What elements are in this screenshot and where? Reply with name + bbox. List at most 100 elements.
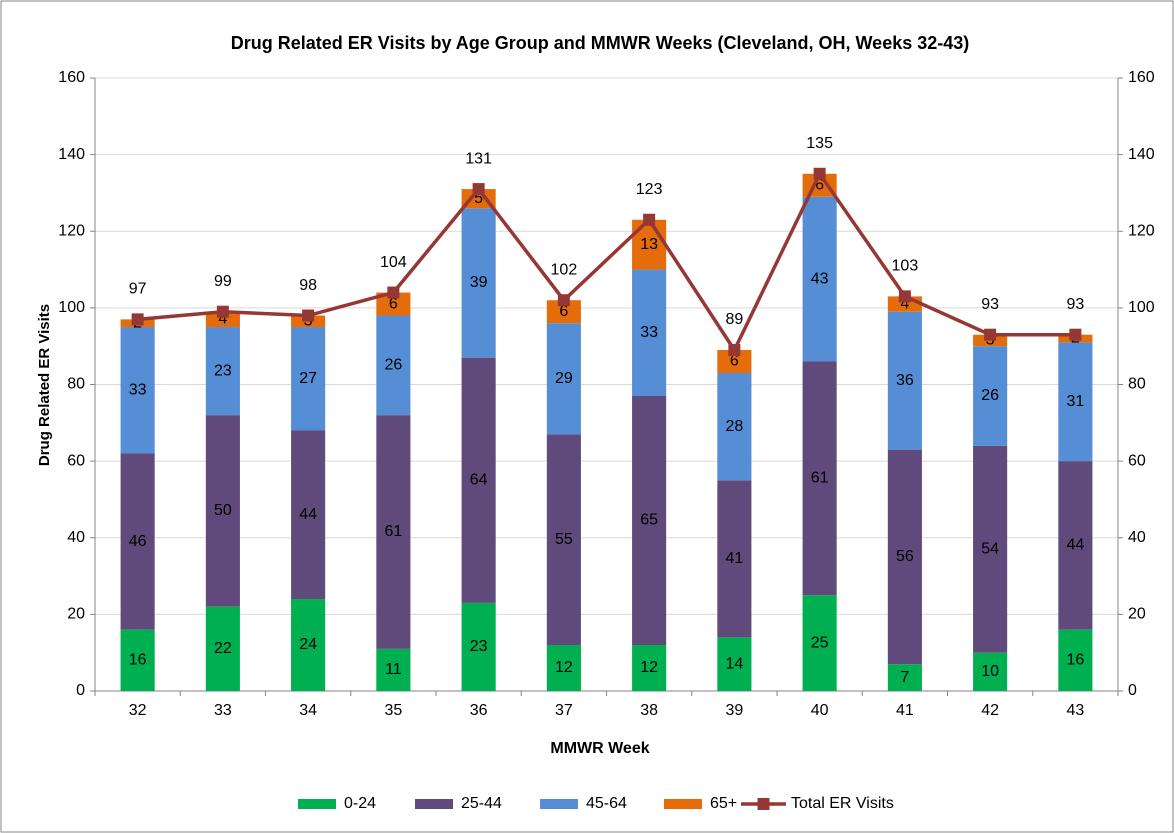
y2-tick-label: 160 xyxy=(1128,69,1155,86)
line-marker xyxy=(216,305,229,318)
bar-segment xyxy=(887,311,922,450)
bar-segment xyxy=(120,327,155,454)
bar-segment xyxy=(887,449,922,665)
data-label: 4 xyxy=(900,295,909,312)
legend-swatch xyxy=(298,799,336,809)
bar-segment xyxy=(291,327,326,431)
bar-segment xyxy=(632,269,667,396)
y-tick-label: 80 xyxy=(67,376,85,393)
bar-segment xyxy=(546,434,581,646)
line-marker xyxy=(984,328,997,341)
bar-segment xyxy=(973,346,1008,446)
legend-marker xyxy=(757,798,770,810)
bar-segment xyxy=(973,652,1008,691)
data-label: 12 xyxy=(555,659,573,676)
bar-segment xyxy=(461,357,496,603)
x-axis-label: MMWR Week xyxy=(550,740,649,757)
legend-label: 0-24 xyxy=(344,795,376,812)
legend-label: 45-64 xyxy=(586,795,627,812)
data-label: 64 xyxy=(470,472,488,489)
y-tick-label: 140 xyxy=(58,146,85,163)
x-tick-label: 41 xyxy=(896,702,914,719)
data-label: 98 xyxy=(299,277,317,294)
data-label: 61 xyxy=(811,470,829,487)
x-tick-label: 32 xyxy=(129,702,147,719)
bar-segment xyxy=(461,189,496,209)
bar-segment xyxy=(802,595,837,691)
bar-segment xyxy=(120,453,155,630)
chart-title: Drug Related ER Visits by Age Group and … xyxy=(231,33,970,53)
bar-segment xyxy=(546,300,581,324)
bar-segment xyxy=(376,292,411,316)
bar-segment xyxy=(1058,461,1093,630)
data-label: 33 xyxy=(640,324,658,341)
y2-tick-label: 80 xyxy=(1128,376,1146,393)
legend-label: Total ER Visits xyxy=(791,795,894,812)
data-label: 14 xyxy=(725,655,743,672)
data-label: 55 xyxy=(555,531,573,548)
bar-segment xyxy=(546,645,581,691)
y2-tick-label: 20 xyxy=(1128,606,1146,623)
y2-tick-label: 140 xyxy=(1128,146,1155,163)
data-label: 54 xyxy=(981,540,999,557)
data-label: 61 xyxy=(384,523,402,540)
bar-segment xyxy=(120,629,155,691)
data-label: 16 xyxy=(129,652,147,669)
line-marker xyxy=(1069,328,1082,341)
bar-segment xyxy=(205,311,240,328)
bar-segment xyxy=(461,208,496,358)
y-tick-label: 20 xyxy=(67,606,85,623)
data-label: 4 xyxy=(218,311,227,328)
data-label: 6 xyxy=(389,295,398,312)
data-label: 29 xyxy=(555,370,573,387)
bar-segment xyxy=(973,445,1008,653)
data-label: 41 xyxy=(725,550,743,567)
bar-segment xyxy=(376,315,411,416)
y-tick-label: 40 xyxy=(67,529,85,546)
data-label: 36 xyxy=(896,372,914,389)
line-series xyxy=(137,170,1076,354)
bar-segment xyxy=(887,664,922,691)
x-tick-label: 36 xyxy=(470,702,488,719)
legend-swatch xyxy=(415,799,453,809)
bar-segment xyxy=(205,415,240,607)
bar-segment xyxy=(546,323,581,435)
data-label: 102 xyxy=(551,261,578,278)
bar-segment xyxy=(632,219,667,270)
bar-segment xyxy=(461,602,496,691)
data-label: 11 xyxy=(385,661,402,678)
data-label: 33 xyxy=(129,381,147,398)
data-label: 50 xyxy=(214,502,232,519)
line-marker xyxy=(131,313,144,326)
y-tick-label: 0 xyxy=(76,682,85,699)
data-label: 6 xyxy=(730,353,739,370)
x-tick-label: 37 xyxy=(555,702,573,719)
data-label: 123 xyxy=(636,181,663,198)
line-marker xyxy=(643,213,656,226)
bar-segment xyxy=(376,415,411,649)
data-label: 104 xyxy=(380,254,407,271)
data-label: 10 xyxy=(981,663,999,680)
legend-swatch xyxy=(664,799,702,809)
bar-segment xyxy=(717,373,752,481)
bar-segment xyxy=(632,645,667,691)
data-label: 23 xyxy=(470,638,488,655)
data-label: 131 xyxy=(465,150,492,167)
y-tick-label: 100 xyxy=(58,299,85,316)
data-label: 43 xyxy=(811,270,829,287)
data-label: 46 xyxy=(129,533,147,550)
x-tick-label: 33 xyxy=(214,702,232,719)
data-label: 28 xyxy=(725,418,743,435)
bar-segment xyxy=(802,196,837,362)
x-tick-label: 34 xyxy=(299,702,317,719)
bar-segment xyxy=(717,637,752,691)
y-tick-label: 160 xyxy=(58,69,85,86)
data-label: 7 xyxy=(900,669,909,686)
line-marker xyxy=(557,294,570,307)
data-label: 6 xyxy=(815,176,824,193)
data-label: 56 xyxy=(896,548,914,565)
line-marker xyxy=(728,344,741,357)
data-label: 39 xyxy=(470,274,488,291)
data-label: 27 xyxy=(299,370,317,387)
